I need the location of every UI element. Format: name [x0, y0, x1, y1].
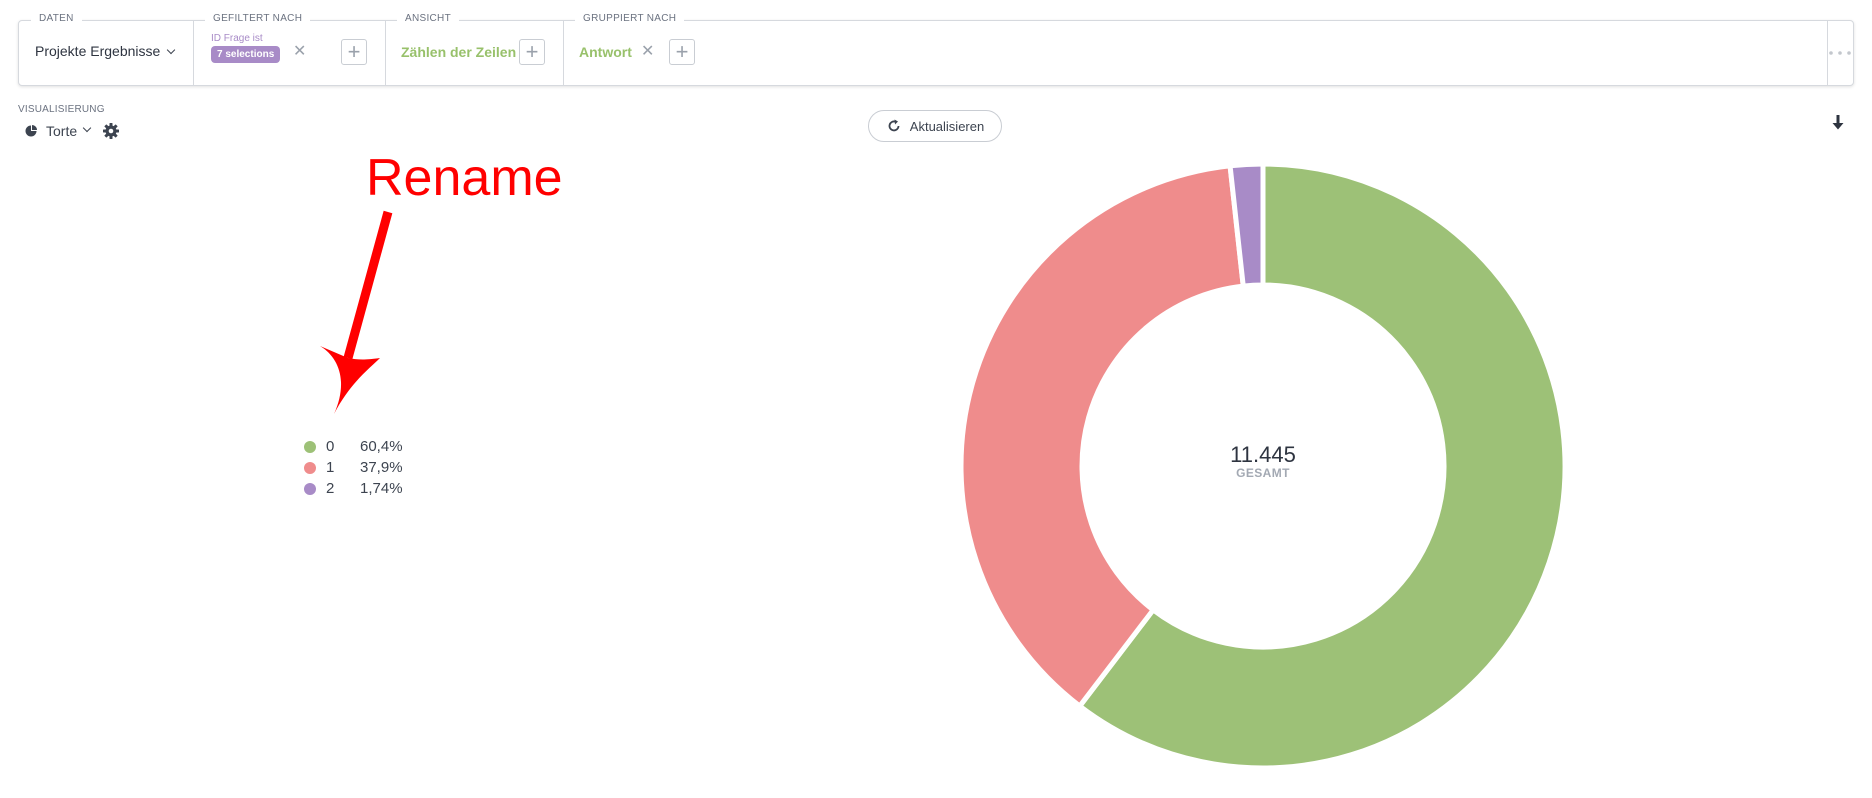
legend-item[interactable]: 0 60,4%: [304, 436, 403, 457]
legend-percent: 1,74%: [360, 480, 403, 497]
group-field[interactable]: Antwort: [579, 44, 632, 60]
legend-swatch: [304, 440, 316, 453]
legend-percent: 60,4%: [360, 438, 403, 455]
legend-swatch: [304, 482, 316, 495]
pie-slice-0[interactable]: [1076, 161, 1568, 771]
pie-slice-2[interactable]: [1227, 161, 1266, 289]
more-icon: [1829, 51, 1851, 55]
chart-total: 11.445 GESAMT: [1163, 442, 1363, 480]
visualization-type-select[interactable]: Torte: [24, 122, 120, 140]
pie-chart-icon: [25, 125, 37, 137]
refresh-icon: [888, 119, 900, 132]
pie-slice-1[interactable]: [958, 163, 1247, 710]
legend-label: 0: [326, 438, 335, 455]
add-filter-button[interactable]: +: [341, 39, 367, 65]
visualization-label: VISUALISIERUNG: [18, 104, 105, 115]
chevron-down-icon: [167, 45, 176, 55]
add-group-button[interactable]: +: [669, 39, 695, 65]
chart-legend: 0 60,4% 1 37,9% 2 1,74%: [304, 436, 403, 499]
download-icon[interactable]: [1830, 114, 1846, 132]
filter-pill[interactable]: ID Frage ist 7 selections: [211, 33, 281, 63]
data-source-label: Projekte Ergebnisse: [35, 43, 161, 59]
group-section-label: GRUPPIERT NACH: [575, 13, 685, 24]
legend-label: 1: [326, 459, 335, 476]
total-label: GESAMT: [1236, 466, 1290, 480]
query-builder: DATEN Projekte Ergebnisse GEFILTERT NACH…: [18, 13, 1854, 86]
legend-item[interactable]: 1 37,9%: [304, 457, 403, 478]
gear-icon[interactable]: [102, 122, 120, 140]
total-value: 11.445: [1230, 442, 1296, 467]
more-options-button[interactable]: [1827, 21, 1853, 85]
data-source-select[interactable]: Projekte Ergebnisse: [35, 43, 176, 59]
view-section-label: ANSICHT: [397, 13, 459, 24]
filter-badge: 7 selections: [211, 46, 281, 63]
filter-field: ID Frage ist: [211, 33, 263, 44]
annotation-arrow: [320, 210, 393, 414]
remove-group-icon[interactable]: ✕: [641, 43, 655, 60]
refresh-label: Aktualisieren: [909, 118, 985, 134]
legend-label: 2: [326, 480, 335, 497]
remove-filter-icon[interactable]: ✕: [293, 43, 307, 60]
add-metric-button[interactable]: +: [519, 39, 545, 65]
filter-section: GEFILTERT NACH ID Frage ist 7 selections…: [193, 13, 386, 85]
donut-chart: [958, 161, 1568, 771]
data-section-label: DATEN: [31, 13, 82, 24]
view-section: ANSICHT Zählen der Zeilen +: [385, 13, 564, 85]
legend-item[interactable]: 2 1,74%: [304, 478, 403, 499]
refresh-button[interactable]: Aktualisieren: [868, 110, 1002, 142]
visualization-type-label: Torte: [46, 123, 78, 139]
data-section: DATEN Projekte Ergebnisse: [19, 13, 194, 85]
chevron-down-icon: [82, 123, 92, 133]
legend-swatch: [304, 461, 316, 474]
filter-section-label: GEFILTERT NACH: [205, 13, 311, 24]
group-section: GRUPPIERT NACH Antwort ✕ +: [563, 13, 1828, 85]
view-metric[interactable]: Zählen der Zeilen: [401, 44, 517, 60]
legend-percent: 37,9%: [360, 459, 403, 476]
annotation-text: Rename: [366, 149, 563, 207]
